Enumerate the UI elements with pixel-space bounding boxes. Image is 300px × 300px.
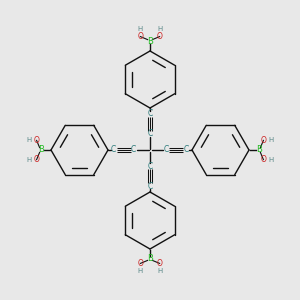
Text: H: H [138,268,143,274]
Text: O: O [137,32,143,41]
Text: C: C [111,146,116,154]
Text: C: C [147,162,153,171]
Text: C: C [147,109,153,118]
Text: O: O [157,259,163,268]
Text: H: H [138,26,143,32]
Text: B: B [147,254,153,263]
Text: O: O [260,136,266,145]
Text: O: O [260,155,266,164]
Text: O: O [34,136,40,145]
Text: H: H [26,157,32,163]
Text: H: H [268,157,274,163]
Text: B: B [38,146,44,154]
Text: O: O [157,32,163,41]
Text: O: O [34,155,40,164]
Text: O: O [137,259,143,268]
Text: C: C [147,129,153,138]
Text: B: B [147,37,153,46]
Text: H: H [157,26,162,32]
Text: B: B [256,146,262,154]
Text: H: H [157,268,162,274]
Text: C: C [131,146,136,154]
Text: H: H [26,137,32,143]
Text: H: H [268,137,274,143]
Text: C: C [164,146,169,154]
Text: C: C [184,146,189,154]
Text: C: C [147,182,153,191]
